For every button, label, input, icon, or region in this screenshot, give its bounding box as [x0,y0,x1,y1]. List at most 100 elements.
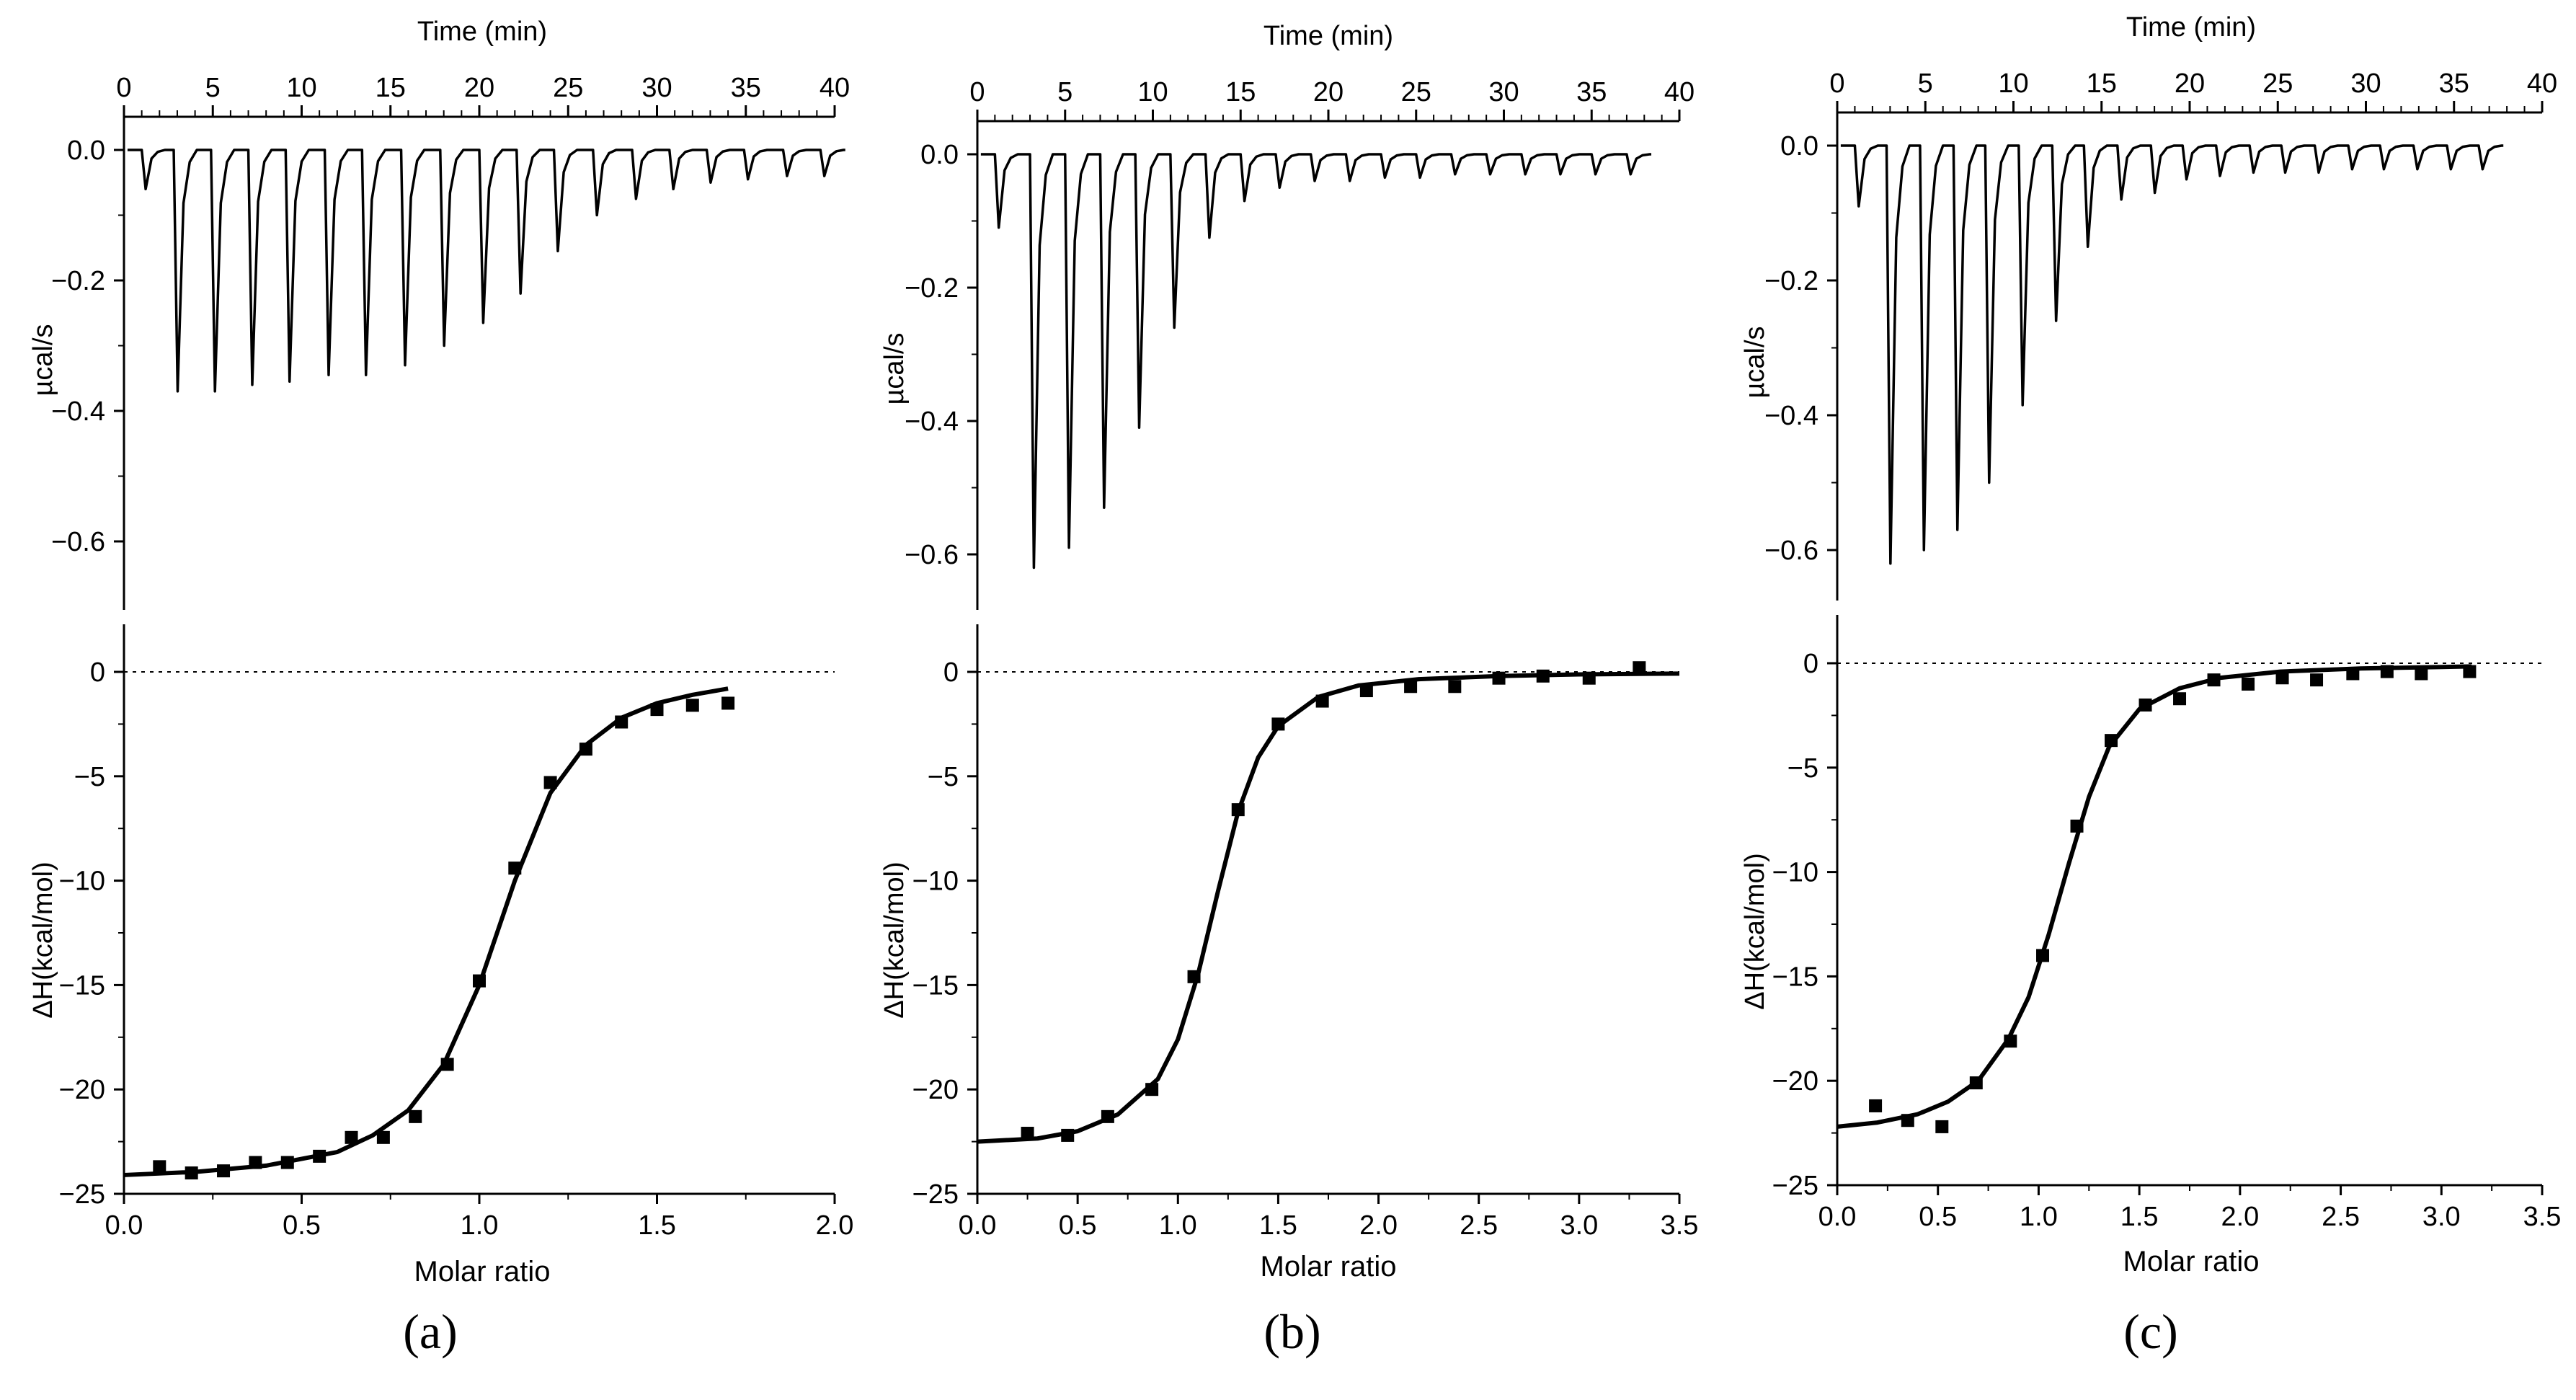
data-point [153,1160,166,1174]
enthalpy-tick-label: −10 [59,867,105,897]
enthalpy-tick-label: −20 [912,1075,959,1105]
molar-tick-label: 2.5 [2322,1202,2360,1232]
time-tick-label: 25 [553,73,583,103]
panel-label: (b) [1263,1304,1320,1359]
data-point [1969,1076,1983,1090]
enthalpy-axis-title: ΔH(kcal/mol) [1740,853,1770,1010]
molar-tick-label: 3.5 [2523,1202,2562,1232]
thermogram: 0 5 10 15 20 25 30 35 40 Time (min) 0.0 −0.2 −0.4 −0.… [28,17,850,610]
molar-tick-label: 0.0 [1818,1202,1857,1232]
data-point [1101,1109,1114,1123]
data-point [2004,1035,2017,1048]
molar-tick-label: 0.5 [283,1210,321,1241]
time-tick-label: 20 [464,73,494,103]
data-point [721,696,735,710]
data-point [1901,1114,1914,1127]
molar-tick-label: 2.5 [1460,1210,1498,1241]
data-point [2275,671,2289,685]
data-point [1315,694,1329,708]
molar-tick-label: 2.0 [1359,1210,1398,1241]
data-point [376,1130,390,1144]
data-point [440,1058,454,1071]
time-tick-label: 10 [286,73,316,103]
data-point [1021,1127,1034,1140]
enthalpy-axis-title: ΔH(kcal/mol) [28,861,58,1019]
time-tick-label: 5 [1057,77,1072,107]
molar-tick-label: 0.5 [1059,1210,1097,1241]
molar-tick-label: 0.0 [959,1210,997,1241]
time-axis-title: Time (min) [2126,12,2256,43]
time-tick-label: 10 [1137,77,1168,107]
time-tick-label: 0 [116,73,131,103]
molar-tick-label: 0.0 [105,1210,143,1241]
time-tick-label: 25 [2262,68,2293,99]
ucal-tick-label: −0.4 [51,396,105,427]
time-tick-label: 25 [1401,77,1431,107]
time-tick-label: 0 [969,77,985,107]
data-point [1492,671,1506,685]
molar-tick-label: 1.0 [1159,1210,1197,1241]
ucal-tick-label: 0.0 [920,140,959,170]
molar-axis-title: Molar ratio [2123,1246,2260,1277]
data-point [1061,1128,1075,1142]
enthalpy-tick-label: −10 [912,867,959,897]
enthalpy-tick-label: 0 [1803,649,1818,679]
time-tick-label: 20 [1313,77,1343,107]
time-tick-label: 5 [205,73,221,103]
fit-curve [1836,664,2472,1129]
enthalpy-tick-label: −5 [928,762,959,792]
time-tick-label: 40 [2527,68,2557,99]
molar-tick-label: 1.5 [638,1210,676,1241]
data-point [473,974,486,988]
molar-tick-label: 3.5 [1661,1210,1699,1241]
ucal-tick-label: −0.2 [51,266,105,296]
ucal-axis-title: µcal/s [1740,326,1770,398]
molar-axis-title: Molar ratio [414,1256,551,1288]
data-point [685,699,699,712]
time-tick-label: 40 [1664,77,1695,107]
panel-label: (c) [2123,1304,2177,1359]
data-point [508,861,522,875]
data-point [345,1130,358,1144]
time-tick-label: 30 [1488,77,1519,107]
raw-heat-trace [1840,144,2504,565]
raw-heat-trace [127,149,845,393]
time-tick-label: 30 [641,73,672,103]
time-tick-label: 15 [376,73,406,103]
isotherm: 0 −5 −10 −15 −20 −25 ΔH(kcal/mol) 0.0 0.5 1.0 1.5 2… [28,624,853,1288]
panel-b: 0 5 10 15 20 25 30 35 40 Time (min) 0.0 −0.2 −0.4 −0.… [879,21,1698,1359]
ucal-tick-label: −0.2 [905,273,959,304]
data-point [2463,665,2477,678]
ucal-tick-label: −0.4 [905,407,959,437]
data-point [1145,1083,1159,1096]
fit-curve [123,686,729,1177]
enthalpy-tick-label: −5 [74,762,105,792]
molar-tick-label: 1.5 [2120,1202,2159,1232]
time-tick-label: 15 [1225,77,1256,107]
molar-tick-label: 1.0 [2020,1202,2058,1232]
molar-tick-label: 2.0 [2221,1202,2259,1232]
enthalpy-tick-label: −20 [59,1075,105,1105]
enthalpy-tick-label: −15 [1772,962,1818,992]
data-point [1231,803,1245,817]
ucal-tick-label: −0.6 [905,540,959,570]
time-tick-label: 30 [2350,68,2381,99]
molar-tick-label: 3.0 [2422,1202,2461,1232]
data-point [1271,717,1285,731]
thermogram: 0 5 10 15 20 25 30 35 40 Time (min) 0.0 −0.2 −0.4 −0.… [879,21,1695,610]
enthalpy-axis-title: ΔH(kcal/mol) [879,861,910,1019]
data-point [313,1149,327,1163]
isotherm: 0 −5 −10 −15 −20 −25 ΔH(kcal/mol) 0.0 0.5 1.0 1.5 2… [1740,615,2561,1277]
thermogram: 0 5 10 15 20 25 30 35 40 Time (min) 0.0 −0.2 −0.4 −0.… [1740,12,2557,601]
time-tick-label: 35 [2439,68,2469,99]
data-point [185,1166,198,1180]
data-point [280,1156,294,1169]
data-point [2036,949,2050,962]
data-point [1187,970,1201,983]
data-point [1633,661,1646,675]
molar-tick-label: 1.5 [1259,1210,1297,1241]
enthalpy-tick-label: −15 [912,970,959,1001]
time-tick-label: 5 [1918,68,1933,99]
time-tick-label: 15 [2087,68,2117,99]
